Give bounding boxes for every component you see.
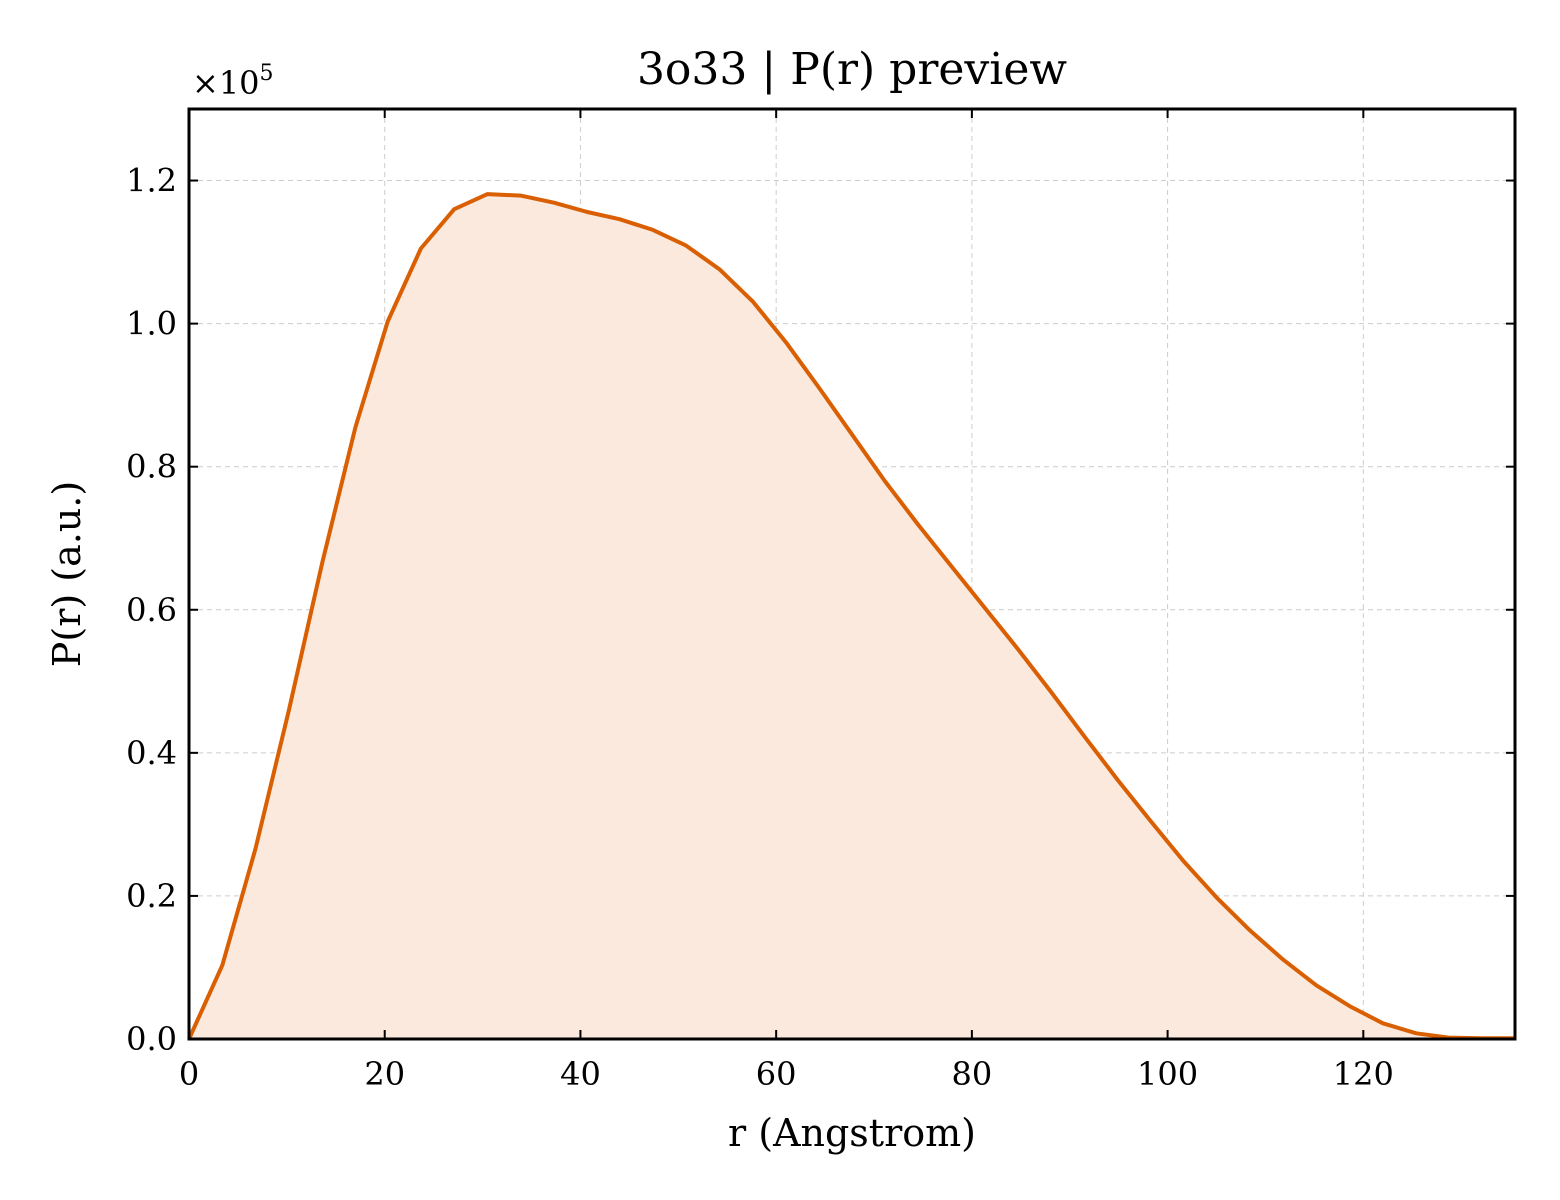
y-tick-label: 0.8 [126,448,177,486]
x-axis-label: r (Angstrom) [728,1111,976,1155]
y-tick-label: 1.0 [126,305,177,343]
x-tick-label: 20 [364,1055,405,1093]
x-tick-label: 120 [1333,1055,1394,1093]
y-offset-label: ×105 [192,61,274,102]
y-tick-label: 1.2 [126,162,177,200]
x-tick-label: 80 [952,1055,993,1093]
x-tick-label: 60 [756,1055,797,1093]
x-tick-label: 100 [1137,1055,1198,1093]
ticks: 0 20 40 60 80 100 120 0.0 0.2 0.4 0.6 0.8 1.0 1.2 [126,109,1515,1093]
series-line [187,192,1515,1041]
x-tick-label: 0 [179,1055,199,1093]
y-axis-label: P(r) (a.u.) [45,481,89,667]
x-tick-label: 40 [560,1055,601,1093]
y-tick-label: 0.6 [126,591,177,629]
y-tick-label: 0.0 [126,1020,177,1058]
y-offset-exponent: 5 [260,61,274,86]
y-tick-label: 0.4 [126,734,177,772]
chart-title: 3o33 | P(r) preview [637,44,1067,95]
y-tick-label: 0.2 [126,877,177,915]
y-offset-base: ×10 [192,64,260,102]
plot-frame [187,107,1517,1041]
series-area-fill [189,194,1515,1040]
